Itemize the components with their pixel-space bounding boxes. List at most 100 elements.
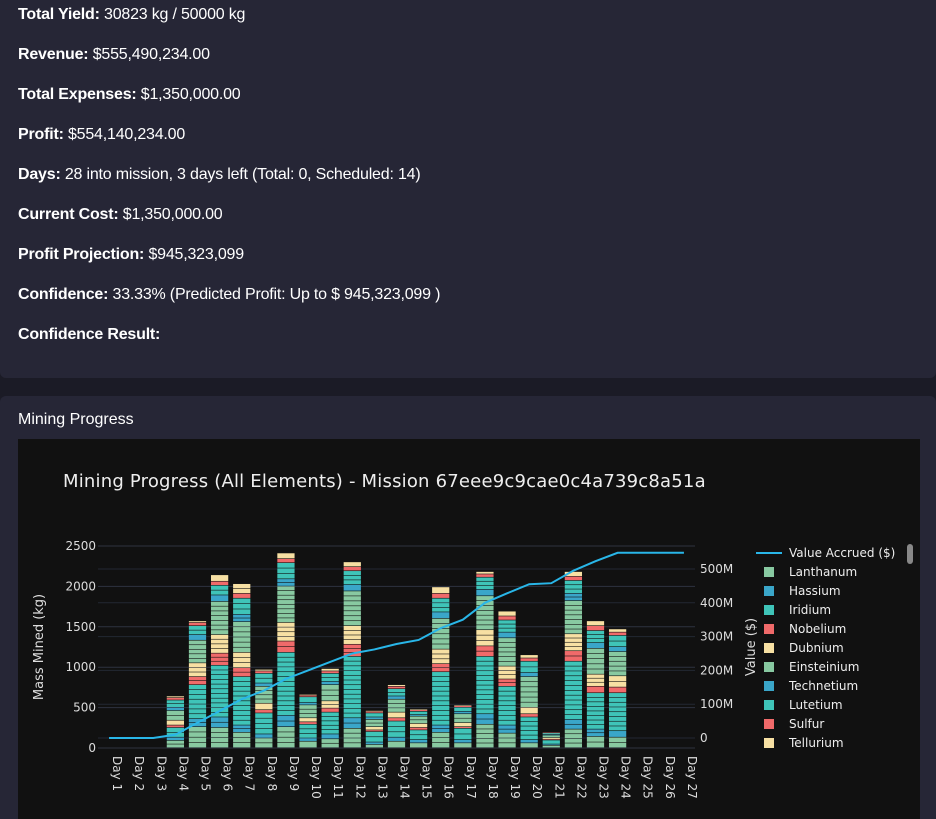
bar-segment <box>520 682 538 687</box>
x-tick-label: Day 24 <box>619 756 633 799</box>
bar-segment <box>564 676 583 681</box>
bar-segment <box>255 678 273 683</box>
bar-segment <box>188 742 207 748</box>
bar-segment <box>255 729 273 734</box>
bar-segment <box>454 739 472 743</box>
legend-item[interactable]: Value Accrued ($) <box>756 546 895 560</box>
legend-scrollbar[interactable] <box>907 544 913 564</box>
bar-segment <box>343 567 361 571</box>
bar-segment <box>476 635 494 641</box>
bar-segment <box>564 685 583 691</box>
bar-segment <box>343 648 361 653</box>
y-tick-label: 2000 <box>65 579 96 593</box>
revenue-value: $555,490,234.00 <box>92 46 210 63</box>
bar-segment <box>520 743 538 748</box>
bar-segment <box>476 675 494 680</box>
bar-segment <box>564 724 583 729</box>
bar-segment <box>387 732 406 737</box>
bar-segment <box>343 575 361 580</box>
legend-item[interactable]: Tellurium <box>764 736 844 750</box>
bar-segment <box>498 661 516 666</box>
bar-segment <box>432 639 450 644</box>
legend-label: Einsteinium <box>789 660 859 674</box>
bar-segment <box>476 709 494 714</box>
bar-segment <box>233 603 251 609</box>
legend-item[interactable]: Technetium <box>764 679 858 693</box>
bar-segment <box>233 732 251 738</box>
bar-segment <box>321 695 339 701</box>
bar-segment <box>277 586 295 591</box>
bar-segment <box>432 720 450 725</box>
bar-segment <box>343 728 361 733</box>
bar-segment <box>343 675 361 680</box>
legend-item[interactable]: Lanthanum <box>764 565 857 579</box>
bar-segment <box>564 710 583 715</box>
bar-segment <box>476 581 494 585</box>
bar-segment <box>210 590 229 595</box>
bar-segment <box>608 702 627 707</box>
mining-progress-chart[interactable]: Mining Progress (All Elements) - Mission… <box>18 439 920 819</box>
legend-item[interactable]: Hassium <box>764 584 841 598</box>
bar-segment <box>608 721 627 726</box>
legend-item[interactable]: Iridium <box>764 603 831 617</box>
legend-item[interactable]: Einsteinium <box>764 660 859 674</box>
bar-segment <box>520 714 538 717</box>
bar-segment <box>498 642 516 647</box>
bar-segment <box>188 654 207 659</box>
bar-segment <box>343 562 361 567</box>
bar-segment <box>321 725 339 730</box>
bar-segment <box>476 620 494 625</box>
bar-segment <box>542 745 560 748</box>
x-tick-label: Day 18 <box>486 756 500 799</box>
bar-segment <box>432 732 450 738</box>
bar-segment <box>432 663 450 668</box>
bar-segment <box>255 683 273 686</box>
bar-segment <box>277 657 295 662</box>
bar-segment <box>210 657 229 661</box>
bar-segment <box>586 693 605 698</box>
bar-segment <box>166 720 185 725</box>
bar-segment <box>476 680 494 685</box>
legend-item[interactable]: Lutetium <box>764 698 843 712</box>
y-tick-label: 2500 <box>65 539 96 553</box>
bar-segment <box>454 714 472 718</box>
chart-svg[interactable]: 0 500 1000 1500 2000 2500 0 100M 200M 300M 400M 500… <box>18 439 920 819</box>
bar-segment <box>564 600 583 606</box>
x-tick-label: Day 25 <box>641 756 655 799</box>
bar-segment <box>432 607 450 612</box>
bar-segment <box>520 697 538 702</box>
bar-segment <box>586 642 605 649</box>
bar-segment <box>608 742 627 748</box>
bar-segment <box>476 640 494 646</box>
bar-segment <box>476 671 494 676</box>
legend-item[interactable]: Nobelium <box>764 622 846 636</box>
bar-segment <box>210 661 229 665</box>
bar-segment <box>277 710 295 716</box>
bar-segment <box>387 686 406 689</box>
bar-segment <box>409 714 428 716</box>
bar-segment <box>409 723 428 728</box>
bar-segment <box>564 629 583 634</box>
revenue-label: Revenue: <box>18 46 89 63</box>
legend-item[interactable]: Dubnium <box>764 641 844 655</box>
bar-segment <box>608 651 627 657</box>
bar-segment <box>432 649 450 654</box>
y-tick-label: 1500 <box>65 620 96 634</box>
legend-item[interactable]: Sulfur <box>764 717 824 731</box>
x-tick-label: Day 26 <box>663 756 677 799</box>
bar-segment <box>476 574 494 577</box>
bar-segment <box>188 704 207 709</box>
bar-segment <box>210 737 229 743</box>
bar-segment <box>608 737 627 743</box>
current-cost-value: $1,350,000.00 <box>122 206 223 223</box>
bar-segment <box>608 693 627 698</box>
bar-segment <box>210 601 229 606</box>
bar-segment <box>343 666 361 671</box>
legend-swatch <box>764 567 774 577</box>
bar-segment <box>498 701 516 706</box>
bar-segment <box>432 659 450 664</box>
bar-segment <box>233 691 251 696</box>
bar-segment <box>233 621 251 627</box>
bar-segment <box>586 669 605 674</box>
bar-segment <box>299 733 317 738</box>
